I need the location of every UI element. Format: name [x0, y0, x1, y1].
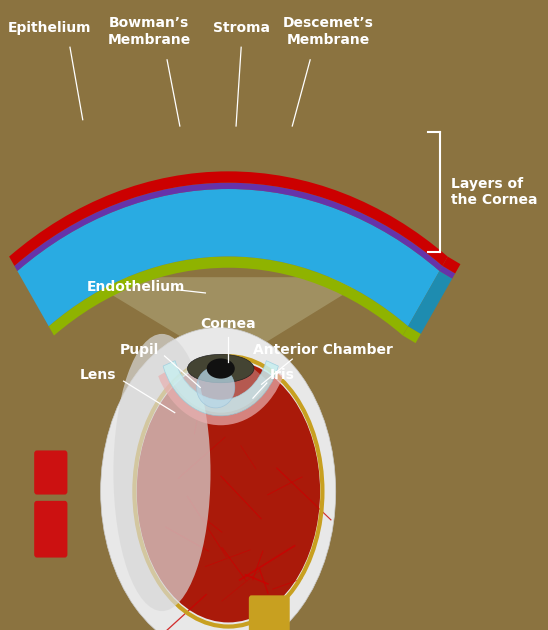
Text: Bowman’s
Membrane: Bowman’s Membrane: [107, 16, 191, 47]
Wedge shape: [9, 171, 448, 266]
Text: Epithelium: Epithelium: [8, 21, 92, 35]
FancyBboxPatch shape: [249, 595, 290, 630]
Text: Anterior Chamber: Anterior Chamber: [253, 343, 393, 357]
Ellipse shape: [101, 328, 336, 630]
Wedge shape: [14, 183, 442, 271]
Polygon shape: [442, 256, 460, 273]
Ellipse shape: [187, 354, 254, 382]
Polygon shape: [83, 277, 372, 365]
FancyBboxPatch shape: [34, 450, 67, 495]
Wedge shape: [163, 360, 278, 416]
Text: Cornea: Cornea: [201, 318, 256, 331]
Text: Endothelium: Endothelium: [87, 280, 186, 294]
Text: Iris: Iris: [270, 368, 294, 382]
Text: Pupil: Pupil: [119, 343, 158, 357]
Text: Descemet’s
Membrane: Descemet’s Membrane: [283, 16, 374, 47]
Wedge shape: [49, 256, 408, 336]
Wedge shape: [173, 357, 269, 413]
Text: Lens: Lens: [80, 368, 116, 382]
Polygon shape: [403, 326, 421, 343]
Polygon shape: [408, 271, 452, 334]
Ellipse shape: [113, 334, 210, 611]
Polygon shape: [439, 266, 455, 278]
Ellipse shape: [207, 358, 235, 379]
Text: Stroma: Stroma: [213, 21, 270, 35]
Ellipse shape: [136, 360, 320, 622]
Ellipse shape: [196, 367, 235, 408]
Text: Layers of
the Cornea: Layers of the Cornea: [450, 177, 537, 207]
Wedge shape: [18, 189, 439, 326]
Wedge shape: [158, 372, 283, 425]
FancyBboxPatch shape: [34, 501, 67, 558]
